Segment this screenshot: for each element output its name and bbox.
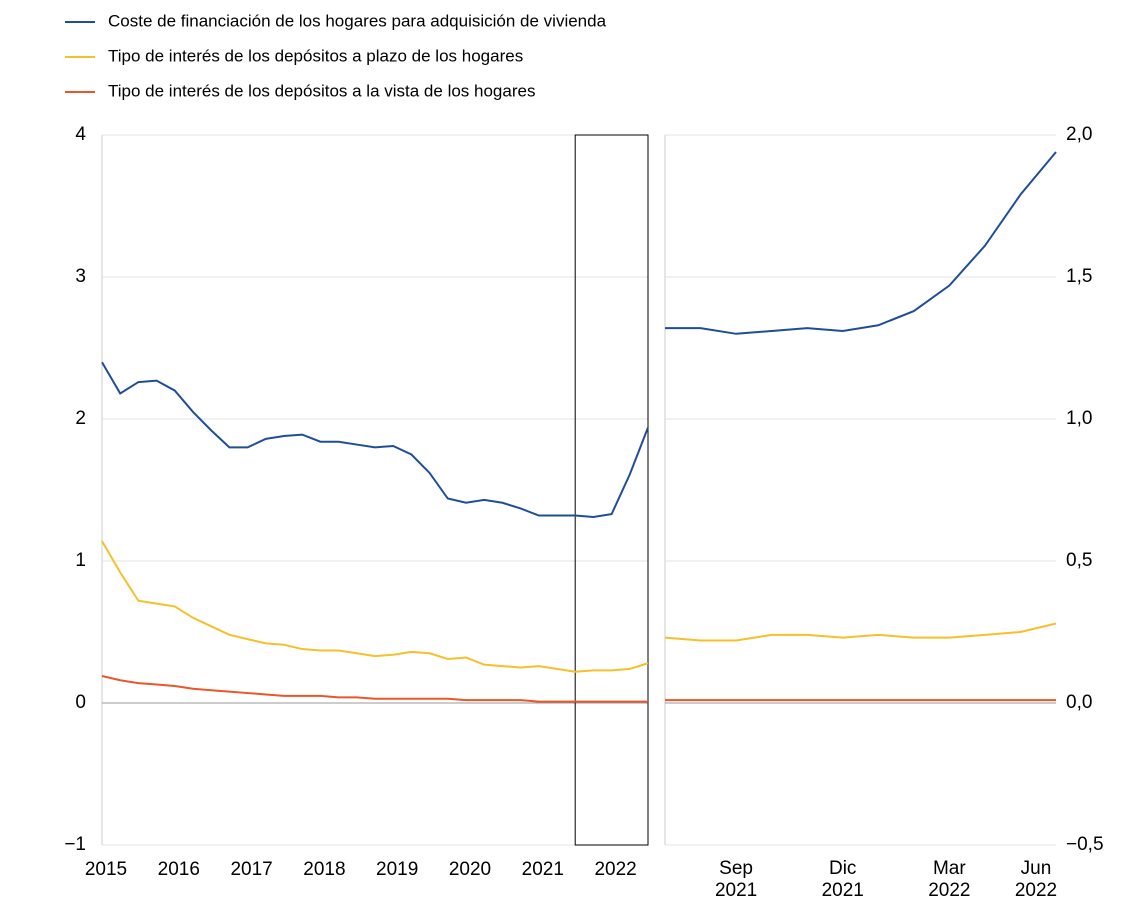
x-tick-label: 2021 (522, 859, 564, 880)
y-tick-label: 2 (75, 408, 86, 429)
y-tick-label: 1,5 (1066, 266, 1092, 287)
x-tick-label: 2018 (303, 859, 345, 880)
y-tick-label: 3 (75, 266, 86, 287)
legend-label: Coste de financiación de los hogares par… (108, 11, 607, 30)
legend-label: Tipo de interés de los depósitos a plazo… (108, 46, 523, 65)
x-tick-label: 2015 (85, 859, 127, 880)
y-tick-label: 1,0 (1066, 408, 1092, 429)
y-tick-label: 1 (75, 550, 86, 571)
y-tick-label: 0,5 (1066, 550, 1092, 571)
x-tick-label: Sep 2021 (714, 858, 758, 901)
y-tick-label: −0,5 (1066, 834, 1104, 855)
y-tick-label: 0 (75, 692, 86, 713)
series-line (101, 675, 648, 703)
x-tick-label: Jun 2022 (1014, 858, 1058, 901)
series-line (665, 151, 1057, 335)
x-tick-label: 2017 (230, 859, 272, 880)
y-tick-label: 0,0 (1066, 692, 1092, 713)
series-line (101, 361, 649, 518)
y-tick-label: 4 (75, 124, 86, 145)
series-line (101, 540, 649, 673)
series-line (664, 622, 1057, 642)
x-tick-label: Dic 2021 (821, 858, 864, 901)
highlight-box (574, 134, 649, 846)
y-tick-label: −1 (64, 834, 86, 855)
x-tick-label: Mar 2022 (928, 858, 971, 901)
x-tick-label: 2019 (376, 859, 418, 880)
x-tick-label: 2020 (449, 859, 491, 880)
legend-label: Tipo de interés de los depósitos a la vi… (108, 81, 535, 100)
y-tick-label: 2,0 (1066, 124, 1092, 145)
x-tick-label: 2016 (158, 859, 200, 880)
x-tick-label: 2022 (594, 859, 636, 880)
